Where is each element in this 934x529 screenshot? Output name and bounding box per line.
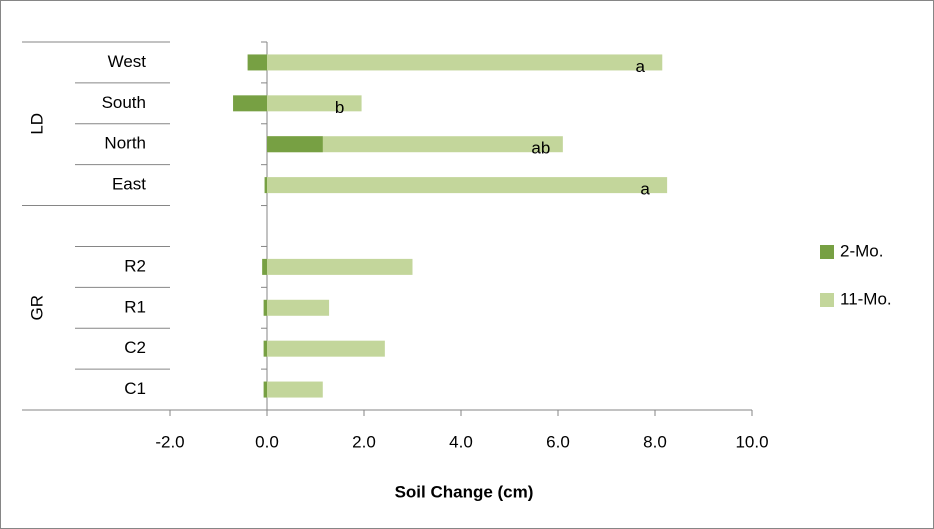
bar: [263, 299, 267, 316]
bar: [247, 54, 267, 71]
bar: [267, 381, 323, 398]
bar: [267, 95, 362, 112]
bar: [267, 340, 385, 357]
annotation: a: [636, 57, 646, 76]
y-tick-label: C2: [124, 338, 146, 357]
x-tick-label: 0.0: [255, 432, 279, 451]
x-tick-label: 6.0: [546, 432, 570, 451]
annotation: b: [335, 98, 344, 117]
x-tick-label: 2.0: [352, 432, 376, 451]
x-tick-label: 4.0: [449, 432, 473, 451]
bar: [267, 136, 563, 153]
legend-swatch: [820, 293, 834, 307]
y-tick-label: C1: [124, 379, 146, 398]
bar: [233, 95, 267, 112]
legend-label: 2-Mo.: [840, 241, 883, 260]
bar: [267, 177, 668, 194]
y-tick-label: R2: [124, 256, 146, 275]
bar: [267, 54, 663, 71]
bar: [263, 381, 267, 398]
legend-label: 11-Mo.: [840, 289, 892, 308]
x-tick-label: -2.0: [155, 432, 184, 451]
group-label: LD: [27, 113, 46, 135]
x-tick-label: 8.0: [643, 432, 667, 451]
legend-swatch: [820, 245, 834, 259]
y-tick-label: North: [104, 134, 146, 153]
x-axis-title: Soil Change (cm): [395, 482, 534, 501]
annotation: ab: [531, 139, 550, 158]
group-label: GR: [27, 295, 46, 321]
bar: [267, 258, 413, 275]
bar: [263, 340, 267, 357]
bar: [262, 258, 267, 275]
y-tick-label: West: [108, 52, 147, 71]
y-tick-label: R1: [124, 297, 146, 316]
y-tick-label: East: [112, 175, 146, 194]
bar: [264, 177, 267, 194]
bar: [267, 136, 323, 153]
y-tick-label: South: [102, 93, 146, 112]
x-tick-label: 10.0: [735, 432, 768, 451]
annotation: a: [640, 180, 650, 199]
bar: [267, 299, 330, 316]
